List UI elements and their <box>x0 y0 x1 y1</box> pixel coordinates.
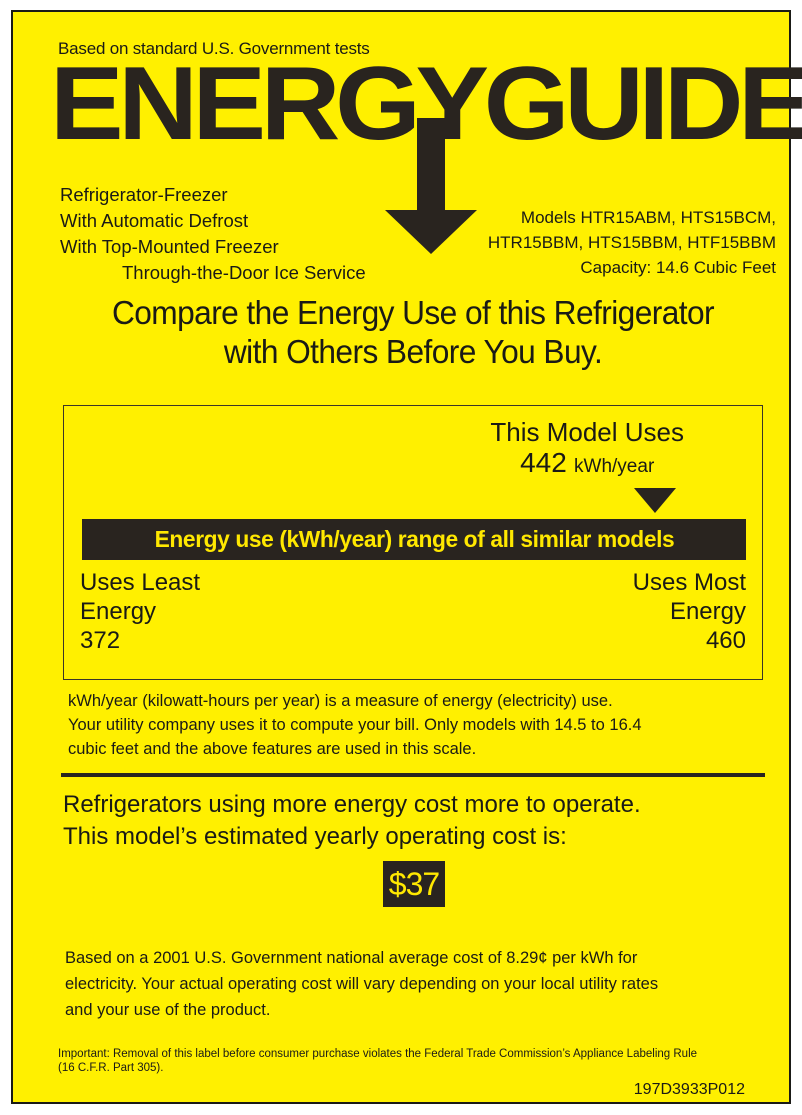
down-triangle-marker-icon <box>634 488 676 513</box>
explanation-text: kWh/year (kilowatt-hours per year) is a … <box>68 689 768 761</box>
explanation-line-2: Your utility company uses it to compute … <box>68 716 642 734</box>
cost-line-2: This model’s estimated yearly operating … <box>63 823 567 850</box>
energy-range-box: This Model Uses 442 kWh/year Energy use … <box>63 405 763 680</box>
uses-least-value: 372 <box>80 627 121 654</box>
cost-footnote: Based on a 2001 U.S. Government national… <box>65 945 775 1023</box>
compare-line-1: Compare the Energy Use of this Refrigera… <box>111 294 715 331</box>
product-features: Refrigerator-Freezer With Automatic Defr… <box>60 182 366 286</box>
capacity-line: Capacity: 14.6 Cubic Feet <box>580 258 776 277</box>
yearly-cost-box: $37 <box>383 861 445 907</box>
explanation-line-1: kWh/year (kilowatt-hours per year) is a … <box>68 692 613 710</box>
models-line: HTR15BBM, HTS15BBM, HTF15BBM <box>487 233 776 252</box>
model-numbers: Models HTR15ABM, HTS15BCM, HTR15BBM, HTS… <box>456 205 776 280</box>
feature-line: With Automatic Defrost <box>60 210 249 231</box>
compare-line-2: with Others Before You Buy. <box>223 333 603 370</box>
this-model-uses-group: This Model Uses 442 kWh/year <box>490 417 684 483</box>
ftc-fine-print-line-1: Important: Removal of this label before … <box>58 1048 698 1060</box>
range-bar-label: Energy use (kWh/year) range of all simil… <box>154 526 674 552</box>
uses-most-value: 460 <box>705 627 746 654</box>
cost-footnote-line-2: electricity. Your actual operating cost … <box>65 975 659 993</box>
ftc-fine-print-line-2: (16 C.F.R. Part 305). <box>58 1062 164 1074</box>
section-divider <box>61 773 765 777</box>
cost-line-1: Refrigerators using more energy cost mor… <box>63 791 641 818</box>
label-page: Based on standard U.S. Government tests … <box>11 10 802 1104</box>
feature-line: Through-the-Door Ice Service <box>122 262 366 283</box>
yearly-cost-value: $37 <box>388 866 440 902</box>
this-model-label: This Model Uses <box>490 417 684 447</box>
part-number: 197D3933P012 <box>633 1081 745 1098</box>
uses-most-label-line-2: Energy <box>669 598 746 625</box>
uses-most-label-line-1: Uses Most <box>632 569 746 596</box>
down-arrow-icon <box>381 118 481 256</box>
this-model-value: 442 <box>520 447 567 478</box>
compare-headline: Compare the Energy Use of this Refrigera… <box>58 293 768 371</box>
this-model-value-group: 442 kWh/year <box>490 447 684 483</box>
cost-statement: Refrigerators using more energy cost mor… <box>63 789 773 853</box>
feature-line: Refrigerator-Freezer <box>60 184 228 205</box>
uses-least-energy-group: Uses Least Energy 372 <box>80 568 200 655</box>
uses-least-label-line-2: Energy <box>80 598 157 625</box>
ftc-fine-print: Important: Removal of this label before … <box>58 1047 764 1075</box>
based-on-text: Based on standard U.S. Government tests <box>58 39 370 58</box>
this-model-unit: kWh/year <box>574 456 655 477</box>
models-line: Models HTR15ABM, HTS15BCM, <box>520 208 776 227</box>
feature-line: With Top-Mounted Freezer <box>60 236 279 257</box>
range-bar: Energy use (kWh/year) range of all simil… <box>82 519 746 560</box>
explanation-line-3: cubic feet and the above features are us… <box>68 740 477 758</box>
cost-footnote-line-3: and your use of the product. <box>65 1001 271 1019</box>
uses-most-energy-group: Uses Most Energy 460 <box>633 568 746 655</box>
cost-footnote-line-1: Based on a 2001 U.S. Government national… <box>65 949 638 967</box>
uses-least-label-line-1: Uses Least <box>80 569 201 596</box>
